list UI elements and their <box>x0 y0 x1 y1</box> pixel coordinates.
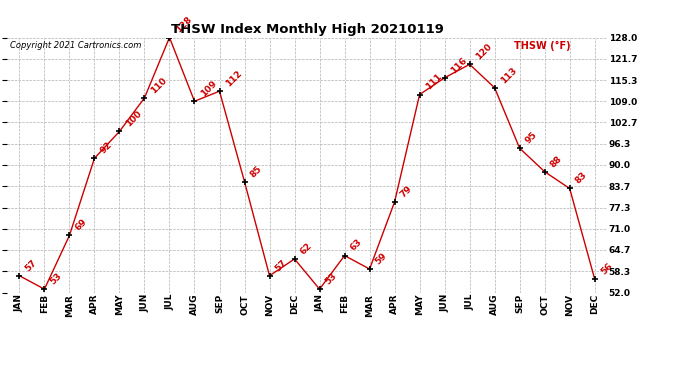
Text: 92: 92 <box>99 140 114 156</box>
Text: 59: 59 <box>374 251 389 266</box>
Text: Copyright 2021 Cartronics.com: Copyright 2021 Cartronics.com <box>10 41 141 50</box>
Text: 120: 120 <box>474 42 493 62</box>
Text: 62: 62 <box>299 241 314 256</box>
Text: 112: 112 <box>224 69 244 88</box>
Text: 57: 57 <box>274 258 289 273</box>
Text: 85: 85 <box>248 164 264 179</box>
Text: 57: 57 <box>23 258 39 273</box>
Title: THSW Index Monthly High 20210119: THSW Index Monthly High 20210119 <box>170 23 444 36</box>
Text: 56: 56 <box>599 261 614 276</box>
Text: 95: 95 <box>524 130 539 146</box>
Text: 111: 111 <box>424 72 444 92</box>
Text: 79: 79 <box>399 184 414 199</box>
Text: 63: 63 <box>348 238 364 253</box>
Text: 116: 116 <box>448 56 469 75</box>
Text: 128: 128 <box>174 15 193 35</box>
Text: 100: 100 <box>124 109 143 129</box>
Text: 53: 53 <box>324 271 339 286</box>
Text: 110: 110 <box>148 76 168 95</box>
Text: THSW (°F): THSW (°F) <box>514 41 571 51</box>
Text: 83: 83 <box>574 171 589 186</box>
Text: 88: 88 <box>549 154 564 169</box>
Text: 53: 53 <box>48 271 63 286</box>
Text: 109: 109 <box>199 79 218 99</box>
Text: 69: 69 <box>74 217 89 232</box>
Text: 113: 113 <box>499 65 518 85</box>
